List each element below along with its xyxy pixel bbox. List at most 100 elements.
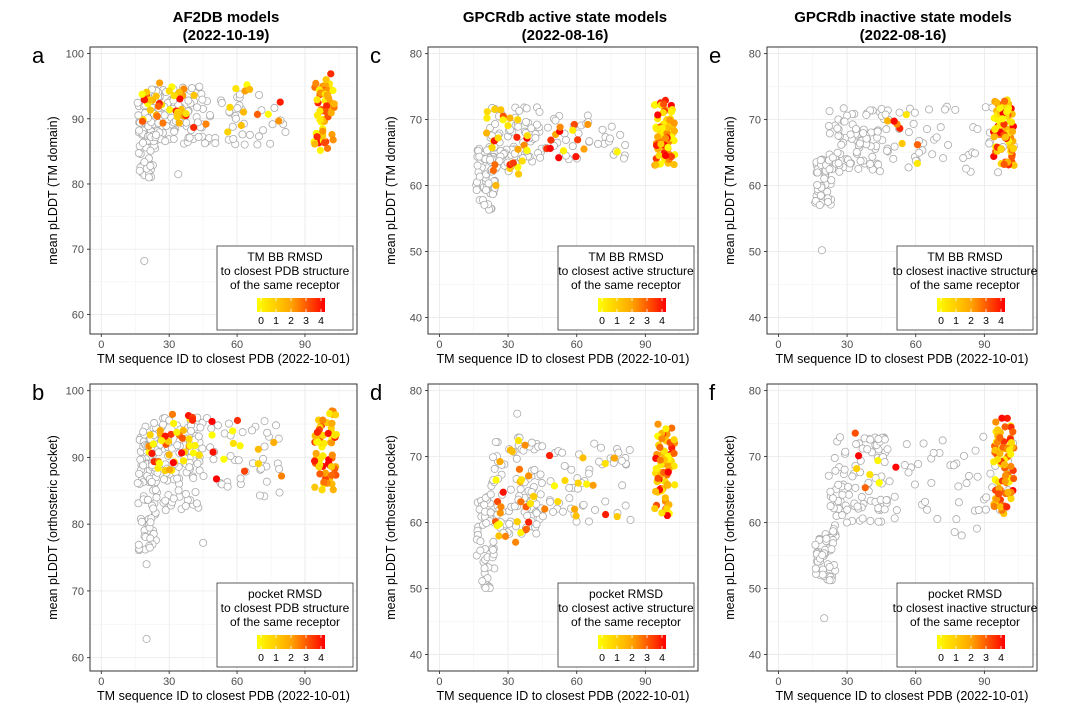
x-tick-label: 30 bbox=[841, 339, 853, 351]
data-point-rmsd bbox=[229, 427, 237, 435]
data-point bbox=[173, 441, 182, 450]
data-point bbox=[846, 159, 855, 168]
legend-box bbox=[216, 245, 354, 331]
data-point bbox=[516, 485, 525, 494]
data-point bbox=[226, 451, 235, 460]
y-tick-label: 90 bbox=[72, 114, 84, 126]
data-point bbox=[143, 495, 152, 504]
colored-points bbox=[884, 96, 1018, 169]
data-point-rmsd bbox=[1007, 494, 1015, 503]
data-point-rmsd bbox=[996, 449, 1004, 458]
data-point bbox=[591, 505, 600, 514]
legend-title-line3: of the same receptor bbox=[910, 615, 1020, 629]
data-point-rmsd bbox=[995, 490, 1003, 498]
legend-title-line1: TM BB RMSD bbox=[927, 250, 1003, 264]
legend-title-line3: of the same receptor bbox=[571, 615, 681, 629]
data-point bbox=[598, 125, 607, 134]
y-tick-label: 50 bbox=[749, 584, 761, 596]
x-tick-label: 90 bbox=[639, 339, 651, 351]
legend-tick-label: 3 bbox=[303, 652, 309, 664]
data-point bbox=[275, 488, 284, 497]
plot-border bbox=[89, 46, 358, 335]
data-point-rmsd bbox=[660, 100, 668, 108]
data-point-rmsd bbox=[572, 512, 580, 520]
data-point bbox=[834, 159, 843, 168]
data-point bbox=[951, 105, 960, 114]
legend-title-line2: to closest inactive structure bbox=[893, 601, 1038, 615]
data-point-rmsd bbox=[496, 509, 504, 517]
y-tick-label: 80 bbox=[410, 386, 422, 398]
data-point bbox=[527, 124, 536, 133]
data-point bbox=[842, 518, 851, 527]
data-point-rmsd bbox=[514, 116, 522, 124]
data-point-rmsd bbox=[483, 129, 491, 137]
data-point bbox=[532, 509, 541, 518]
x-tick-label: 60 bbox=[910, 676, 922, 688]
data-point bbox=[933, 514, 942, 523]
data-point bbox=[196, 423, 205, 432]
data-point-rmsd bbox=[483, 108, 491, 116]
data-point-rmsd bbox=[663, 505, 671, 513]
data-point-rmsd bbox=[522, 525, 530, 533]
data-point bbox=[874, 504, 883, 513]
data-point-rmsd bbox=[1007, 450, 1015, 458]
data-point-rmsd bbox=[613, 148, 621, 156]
data-point-rmsd bbox=[320, 439, 328, 448]
data-point bbox=[154, 448, 163, 457]
data-point-rmsd bbox=[491, 161, 499, 169]
data-point-rmsd bbox=[514, 437, 523, 445]
data-point bbox=[927, 478, 936, 487]
data-point-rmsd bbox=[233, 416, 242, 425]
data-point-rmsd bbox=[1004, 107, 1012, 115]
data-point-rmsd bbox=[514, 145, 522, 153]
data-point-rmsd bbox=[155, 459, 164, 467]
data-point-rmsd bbox=[890, 117, 898, 125]
legend-title-line1: TM BB RMSD bbox=[247, 250, 323, 264]
data-point-rmsd bbox=[497, 503, 505, 511]
data-point bbox=[848, 472, 857, 481]
data-point bbox=[874, 517, 883, 526]
data-point-rmsd bbox=[993, 98, 1001, 107]
data-point-rmsd bbox=[579, 454, 587, 462]
data-point-rmsd bbox=[913, 159, 921, 168]
data-point bbox=[213, 421, 222, 430]
data-point-rmsd bbox=[523, 132, 532, 140]
data-point-rmsd bbox=[1000, 120, 1008, 128]
data-point-rmsd bbox=[995, 484, 1003, 493]
data-point-rmsd bbox=[1003, 414, 1011, 422]
data-point-rmsd bbox=[655, 151, 663, 160]
data-point-rmsd bbox=[316, 470, 324, 478]
data-point bbox=[892, 506, 901, 515]
data-point-rmsd bbox=[316, 107, 324, 115]
data-point-rmsd bbox=[1007, 438, 1016, 447]
x-axis-label: TM sequence ID to closest PDB (2022-10-0… bbox=[776, 352, 1029, 366]
data-point-rmsd bbox=[861, 484, 869, 492]
x-axis-label: TM sequence ID to closest PDB (2022-10-0… bbox=[776, 689, 1029, 703]
x-tick-label: 0 bbox=[436, 339, 442, 351]
data-point bbox=[936, 123, 945, 132]
data-point-rmsd bbox=[662, 425, 670, 433]
data-point-rmsd bbox=[321, 107, 329, 115]
legend-colorbar bbox=[257, 635, 325, 649]
data-point-rmsd bbox=[657, 140, 665, 148]
data-point-rmsd bbox=[514, 163, 522, 171]
data-point-rmsd bbox=[1009, 145, 1017, 153]
data-point-rmsd bbox=[175, 88, 183, 96]
data-point-rmsd bbox=[993, 495, 1001, 503]
data-point-rmsd bbox=[898, 139, 906, 148]
data-point bbox=[972, 524, 981, 533]
data-point-rmsd bbox=[186, 442, 194, 450]
colored-points bbox=[483, 96, 679, 190]
data-point-rmsd bbox=[666, 116, 674, 124]
data-point bbox=[890, 492, 899, 501]
data-point bbox=[815, 201, 824, 210]
y-tick-label: 40 bbox=[410, 650, 422, 662]
data-point-rmsd bbox=[327, 471, 336, 479]
data-point bbox=[915, 148, 924, 157]
data-point bbox=[959, 154, 968, 163]
data-point bbox=[866, 516, 875, 525]
data-point bbox=[138, 138, 147, 147]
data-point bbox=[234, 456, 243, 465]
